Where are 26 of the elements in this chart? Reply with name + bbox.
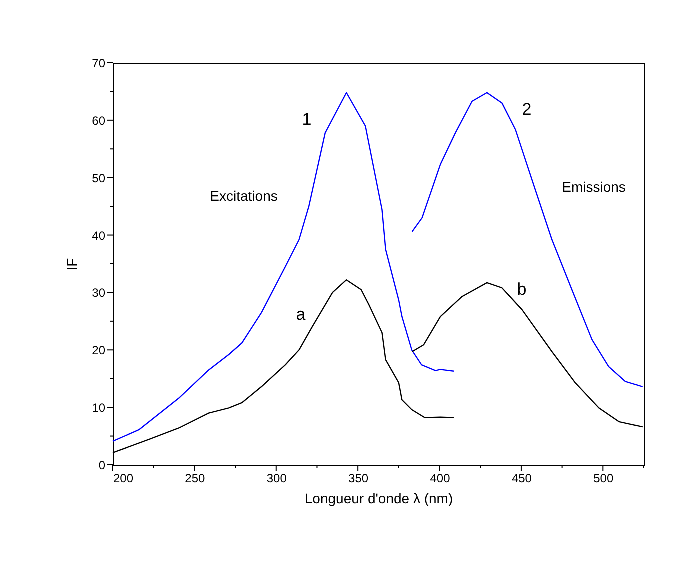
y-tick-label: 70 (92, 56, 106, 70)
x-tick-label: 400 (430, 472, 451, 486)
x-tick-label: 500 (594, 472, 614, 486)
x-axis-title: Longueur d'onde λ (nm) (304, 490, 454, 506)
line-series (412, 92, 644, 388)
y-tick-label: 40 (92, 228, 106, 243)
line-series (112, 279, 455, 454)
line-series (112, 92, 455, 442)
y-axis-title: IF (64, 258, 80, 271)
annotation: 2 (522, 100, 532, 119)
y-tick-label: 10 (92, 401, 106, 416)
y-tick-label: 30 (92, 286, 106, 300)
x-tick-label: 350 (348, 472, 369, 486)
x-tick-label: 450 (512, 472, 532, 486)
x-tick-label: 250 (185, 472, 206, 486)
x-tick-label: 200 (114, 472, 134, 486)
annotation: 1 (302, 110, 312, 129)
annotation: b (517, 280, 527, 299)
y-tick-label: 60 (92, 114, 106, 128)
annotation: Excitations (210, 188, 278, 204)
annotation: Emissions (562, 179, 626, 195)
y-tick-label: 50 (92, 171, 106, 186)
x-tick-label: 300 (266, 472, 288, 486)
y-tick-label: 0 (98, 458, 106, 472)
y-tick-label: 20 (92, 344, 106, 358)
annotation: a (296, 305, 306, 324)
